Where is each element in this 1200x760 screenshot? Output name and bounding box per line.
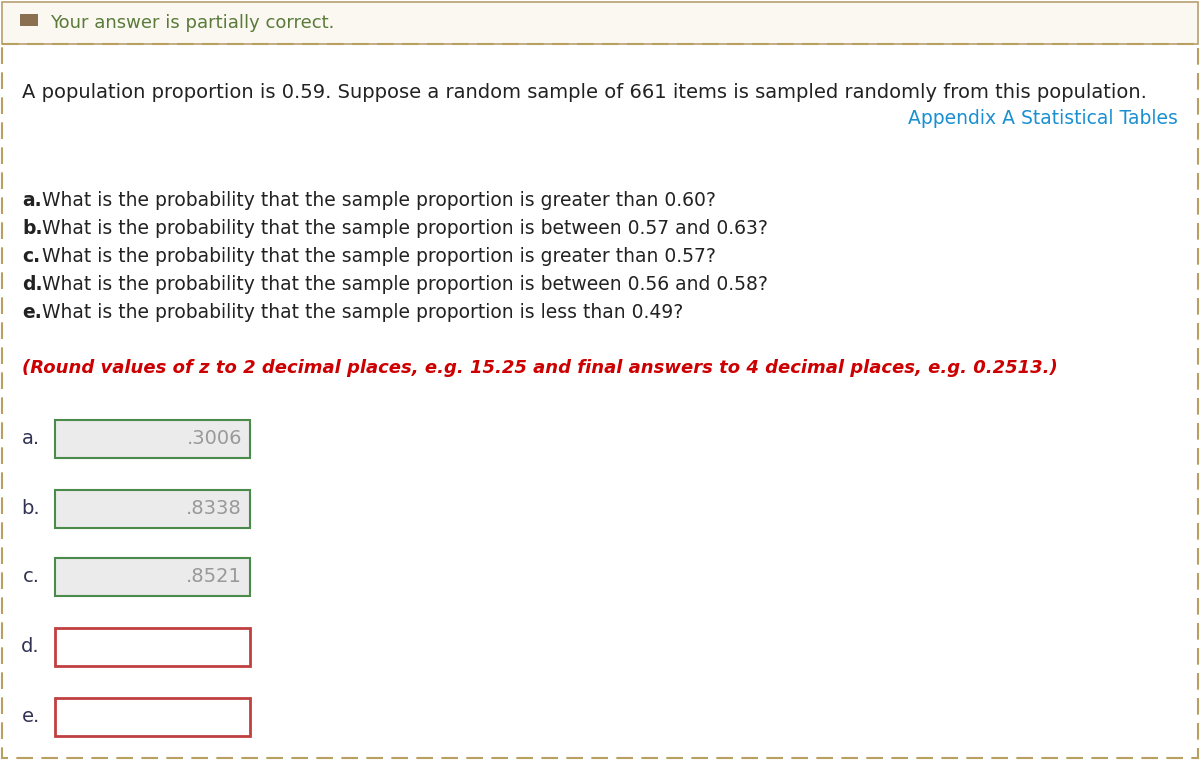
- Text: .8521: .8521: [186, 568, 242, 587]
- Bar: [20, 14, 38, 26]
- Text: d.: d.: [22, 638, 40, 657]
- Text: (Round values of z to 2 decimal places, e.g. 15.25 and final answers to 4 decima: (Round values of z to 2 decimal places, …: [22, 359, 1057, 377]
- Text: b.: b.: [22, 499, 40, 518]
- Text: e.: e.: [22, 302, 42, 321]
- Text: What is the probability that the sample proportion is less than 0.49?: What is the probability that the sample …: [42, 302, 683, 321]
- Text: a.: a.: [22, 191, 42, 210]
- Bar: [55, 698, 250, 736]
- Text: What is the probability that the sample proportion is greater than 0.60?: What is the probability that the sample …: [42, 191, 716, 210]
- Text: c.: c.: [23, 568, 40, 587]
- Text: .3006: .3006: [186, 429, 242, 448]
- Bar: [55, 628, 250, 666]
- Bar: [55, 558, 250, 596]
- Text: A population proportion is 0.59. Suppose a random sample of 661 items is sampled: A population proportion is 0.59. Suppose…: [22, 83, 1147, 102]
- Text: a.: a.: [22, 429, 40, 448]
- Text: What is the probability that the sample proportion is between 0.56 and 0.58?: What is the probability that the sample …: [42, 274, 768, 293]
- Text: c.: c.: [22, 246, 40, 265]
- Text: What is the probability that the sample proportion is greater than 0.57?: What is the probability that the sample …: [42, 246, 716, 265]
- Text: .8338: .8338: [186, 499, 242, 518]
- Text: e.: e.: [22, 708, 40, 727]
- Text: Your answer is partially correct.: Your answer is partially correct.: [50, 14, 335, 32]
- Bar: [55, 420, 250, 458]
- Text: b.: b.: [22, 219, 42, 237]
- Text: Appendix A Statistical Tables: Appendix A Statistical Tables: [908, 109, 1178, 128]
- Bar: [55, 490, 250, 528]
- Text: d.: d.: [22, 274, 42, 293]
- Bar: [2, 2, 1198, 44]
- Text: What is the probability that the sample proportion is between 0.57 and 0.63?: What is the probability that the sample …: [42, 219, 768, 237]
